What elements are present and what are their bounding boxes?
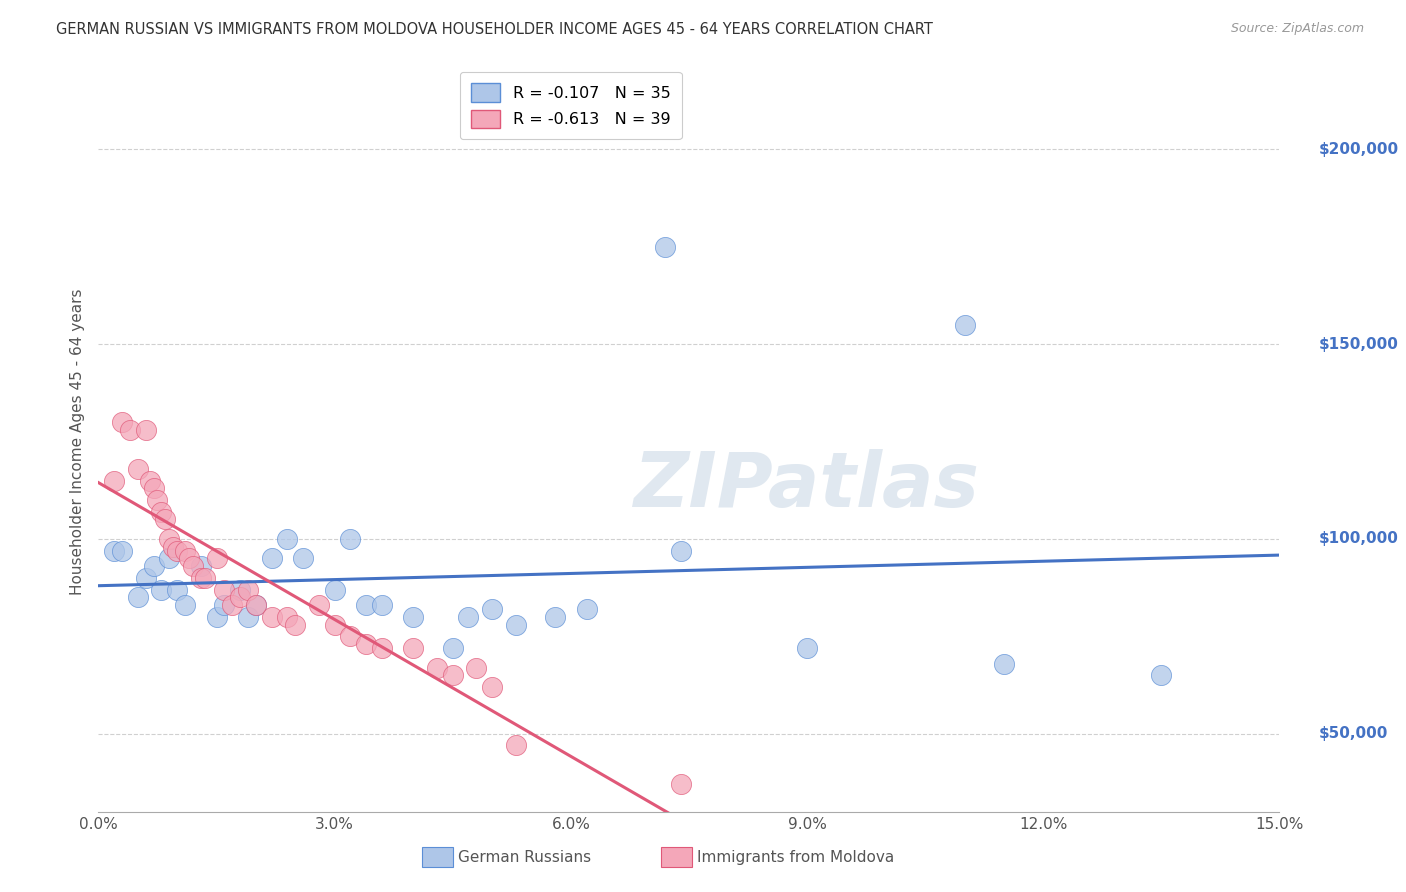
Point <box>166 582 188 597</box>
Point <box>323 617 346 632</box>
Text: $150,000: $150,000 <box>1319 336 1399 351</box>
Point <box>796 641 818 656</box>
Point <box>174 543 197 558</box>
Point <box>654 240 676 254</box>
Point <box>260 610 283 624</box>
Point <box>441 668 464 682</box>
Point <box>441 641 464 656</box>
Point <box>177 551 200 566</box>
Point <box>181 559 204 574</box>
Point <box>544 610 567 624</box>
Legend: R = -0.107   N = 35, R = -0.613   N = 39: R = -0.107 N = 35, R = -0.613 N = 39 <box>460 72 682 139</box>
Point <box>103 474 125 488</box>
Point <box>481 680 503 694</box>
Text: Source: ZipAtlas.com: Source: ZipAtlas.com <box>1230 22 1364 36</box>
Point <box>103 543 125 558</box>
Point <box>162 540 184 554</box>
Text: $200,000: $200,000 <box>1319 142 1399 157</box>
Point <box>221 598 243 612</box>
Point <box>260 551 283 566</box>
Point <box>276 610 298 624</box>
Point <box>194 571 217 585</box>
Point <box>150 582 173 597</box>
Point <box>993 657 1015 671</box>
Point <box>505 739 527 753</box>
Point <box>339 629 361 643</box>
Point <box>953 318 976 332</box>
Point <box>505 617 527 632</box>
Point <box>276 532 298 546</box>
Point <box>142 559 165 574</box>
Point <box>190 559 212 574</box>
Point <box>354 637 377 651</box>
Text: Immigrants from Moldova: Immigrants from Moldova <box>697 850 894 864</box>
Point <box>166 543 188 558</box>
Point <box>146 493 169 508</box>
Point <box>245 598 267 612</box>
Point <box>190 571 212 585</box>
Point <box>127 462 149 476</box>
Point <box>669 543 692 558</box>
Point <box>174 598 197 612</box>
Point <box>457 610 479 624</box>
Point <box>155 512 177 526</box>
Point <box>323 582 346 597</box>
Text: $100,000: $100,000 <box>1319 532 1399 547</box>
Point <box>135 423 157 437</box>
Point <box>245 598 267 612</box>
Point <box>157 551 180 566</box>
Point <box>402 641 425 656</box>
Point <box>354 598 377 612</box>
Point <box>236 582 259 597</box>
Point <box>308 598 330 612</box>
Point <box>111 543 134 558</box>
Text: ZIPatlas: ZIPatlas <box>634 449 980 523</box>
Point <box>205 610 228 624</box>
Point <box>135 571 157 585</box>
Point <box>371 598 394 612</box>
Point <box>292 551 315 566</box>
Point <box>157 532 180 546</box>
Point <box>669 777 692 791</box>
Point <box>229 591 252 605</box>
Point <box>111 415 134 429</box>
Y-axis label: Householder Income Ages 45 - 64 years: Householder Income Ages 45 - 64 years <box>70 288 86 595</box>
Point <box>205 551 228 566</box>
Point <box>426 660 449 674</box>
Point <box>138 474 160 488</box>
Point <box>236 610 259 624</box>
Text: GERMAN RUSSIAN VS IMMIGRANTS FROM MOLDOVA HOUSEHOLDER INCOME AGES 45 - 64 YEARS : GERMAN RUSSIAN VS IMMIGRANTS FROM MOLDOV… <box>56 22 934 37</box>
Point <box>118 423 141 437</box>
Point <box>1150 668 1173 682</box>
Point <box>339 532 361 546</box>
Point <box>229 582 252 597</box>
Point <box>150 505 173 519</box>
Point <box>284 617 307 632</box>
Point <box>371 641 394 656</box>
Point <box>214 598 236 612</box>
Point <box>402 610 425 624</box>
Point <box>142 481 165 495</box>
Point <box>575 602 598 616</box>
Point <box>465 660 488 674</box>
Point <box>214 582 236 597</box>
Text: $50,000: $50,000 <box>1319 726 1388 741</box>
Point <box>481 602 503 616</box>
Point <box>127 591 149 605</box>
Text: German Russians: German Russians <box>458 850 592 864</box>
